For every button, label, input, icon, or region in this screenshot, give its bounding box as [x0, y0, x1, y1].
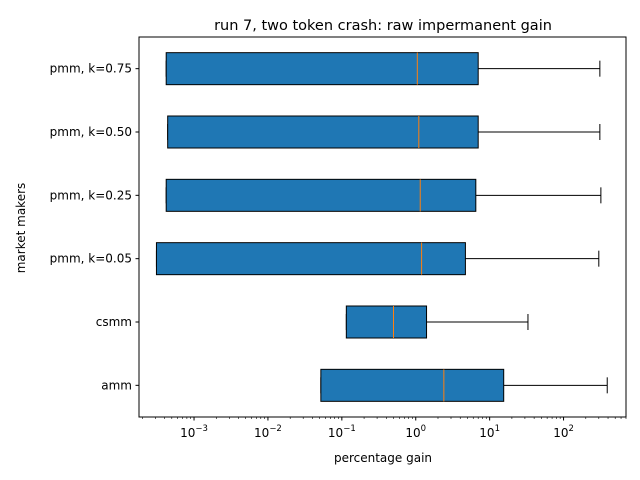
box-pmm-k-0-75: [165, 52, 601, 86]
x-tick-label: 102: [553, 424, 574, 440]
box-pmm-k-0-25: [165, 178, 602, 212]
y-axis-label: market makers: [14, 183, 28, 274]
x-tick-label: 10−2: [254, 424, 282, 440]
y-tick-label: amm: [101, 378, 132, 392]
y-tick-label: pmm, k=0.05: [50, 252, 132, 266]
box-pmm-k-0-05: [155, 242, 600, 276]
box-amm: [320, 368, 608, 402]
x-tick-label: 10−3: [180, 424, 208, 440]
x-axis: 10−3 10−2 10−1 100 101 102: [142, 417, 627, 440]
plot-area: [138, 36, 627, 418]
y-tick-label: pmm, k=0.25: [50, 188, 132, 202]
box-iqr: [167, 115, 479, 149]
box-iqr: [155, 242, 466, 276]
box-iqr: [165, 52, 479, 86]
box-iqr: [165, 178, 477, 212]
y-axis: amm csmm pmm, k=0.05 pmm, k=0.25 pmm, k=0.50…: [50, 62, 139, 392]
y-tick-label: csmm: [96, 315, 132, 329]
x-tick-label: 101: [479, 424, 500, 440]
box-iqr: [320, 368, 505, 402]
x-tick-label: 10−1: [328, 424, 356, 440]
chart-title: run 7, two token crash: raw impermanent …: [214, 18, 552, 34]
x-tick-label: 100: [405, 424, 426, 440]
box-csmm: [345, 305, 529, 339]
x-axis-label: percentage gain: [334, 451, 432, 465]
axes-frame: [138, 36, 627, 418]
box-iqr: [345, 305, 428, 339]
y-tick-label: pmm, k=0.50: [50, 125, 132, 139]
y-tick-label: pmm, k=0.75: [50, 62, 132, 76]
box-pmm-k-0-50: [167, 115, 601, 149]
